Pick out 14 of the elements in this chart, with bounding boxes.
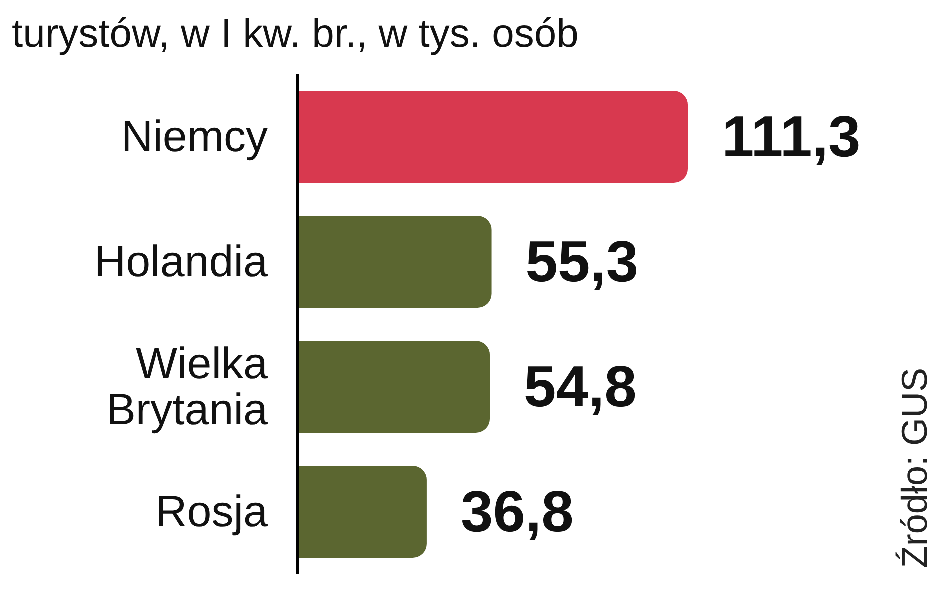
data-label: 54,8: [524, 354, 637, 420]
chart-title: turystów, w I kw. br., w tys. osób: [11, 11, 580, 58]
bar: [298, 91, 688, 183]
bar: [298, 341, 490, 433]
y-tick-label: Holandia: [94, 237, 269, 286]
data-label: 55,3: [526, 230, 639, 294]
y-tick-label: Rosja: [156, 487, 269, 536]
bar: [298, 216, 492, 308]
text: Źródło: GUS: [894, 368, 936, 568]
data-label: 36,8: [460, 480, 574, 544]
data-label: 111,3: [722, 104, 861, 170]
y-tick-label: Niemcy: [121, 112, 268, 161]
bar: [298, 466, 427, 558]
y-tick-label: Wielka Brytania: [106, 339, 269, 434]
